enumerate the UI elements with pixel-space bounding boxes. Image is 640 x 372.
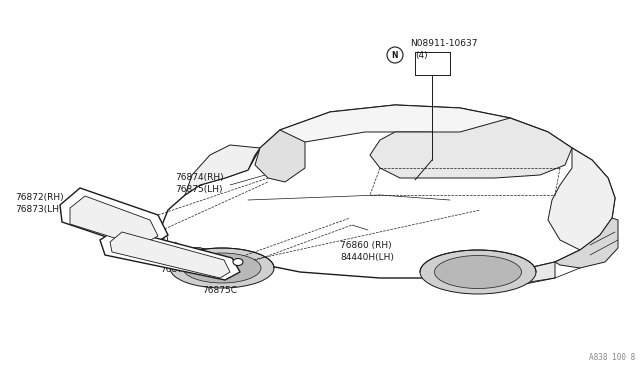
- Text: 76860 (RH): 76860 (RH): [340, 241, 392, 250]
- Polygon shape: [60, 188, 168, 250]
- Text: 84440H(LH): 84440H(LH): [340, 253, 394, 262]
- Text: 76874(RH): 76874(RH): [175, 173, 223, 182]
- Polygon shape: [490, 262, 555, 288]
- Ellipse shape: [435, 256, 522, 289]
- Polygon shape: [160, 105, 615, 278]
- Polygon shape: [185, 145, 260, 195]
- Polygon shape: [555, 218, 618, 268]
- Text: 76872(RH): 76872(RH): [15, 193, 63, 202]
- Polygon shape: [70, 196, 158, 246]
- Polygon shape: [255, 130, 305, 182]
- Polygon shape: [280, 105, 548, 155]
- Text: N: N: [392, 51, 398, 60]
- Text: 76875C: 76875C: [202, 286, 237, 295]
- Ellipse shape: [420, 250, 536, 294]
- Polygon shape: [165, 248, 260, 265]
- Text: 76875(LH): 76875(LH): [175, 185, 223, 194]
- Polygon shape: [110, 232, 230, 278]
- Ellipse shape: [170, 248, 274, 288]
- Polygon shape: [548, 148, 615, 250]
- Text: 76878(RH): 76878(RH): [160, 253, 209, 262]
- Text: 76873(LH): 76873(LH): [15, 205, 63, 214]
- Ellipse shape: [183, 253, 261, 283]
- Text: A838 100 8: A838 100 8: [589, 353, 635, 362]
- Text: 76877(LH): 76877(LH): [120, 247, 168, 256]
- Polygon shape: [370, 118, 572, 178]
- Text: 76879(LH): 76879(LH): [160, 265, 207, 274]
- Text: 76876(RH): 76876(RH): [120, 235, 169, 244]
- Text: (4): (4): [415, 51, 428, 60]
- Text: N08911-10637: N08911-10637: [410, 39, 477, 48]
- Ellipse shape: [387, 47, 403, 63]
- Polygon shape: [100, 228, 240, 280]
- Ellipse shape: [233, 259, 243, 266]
